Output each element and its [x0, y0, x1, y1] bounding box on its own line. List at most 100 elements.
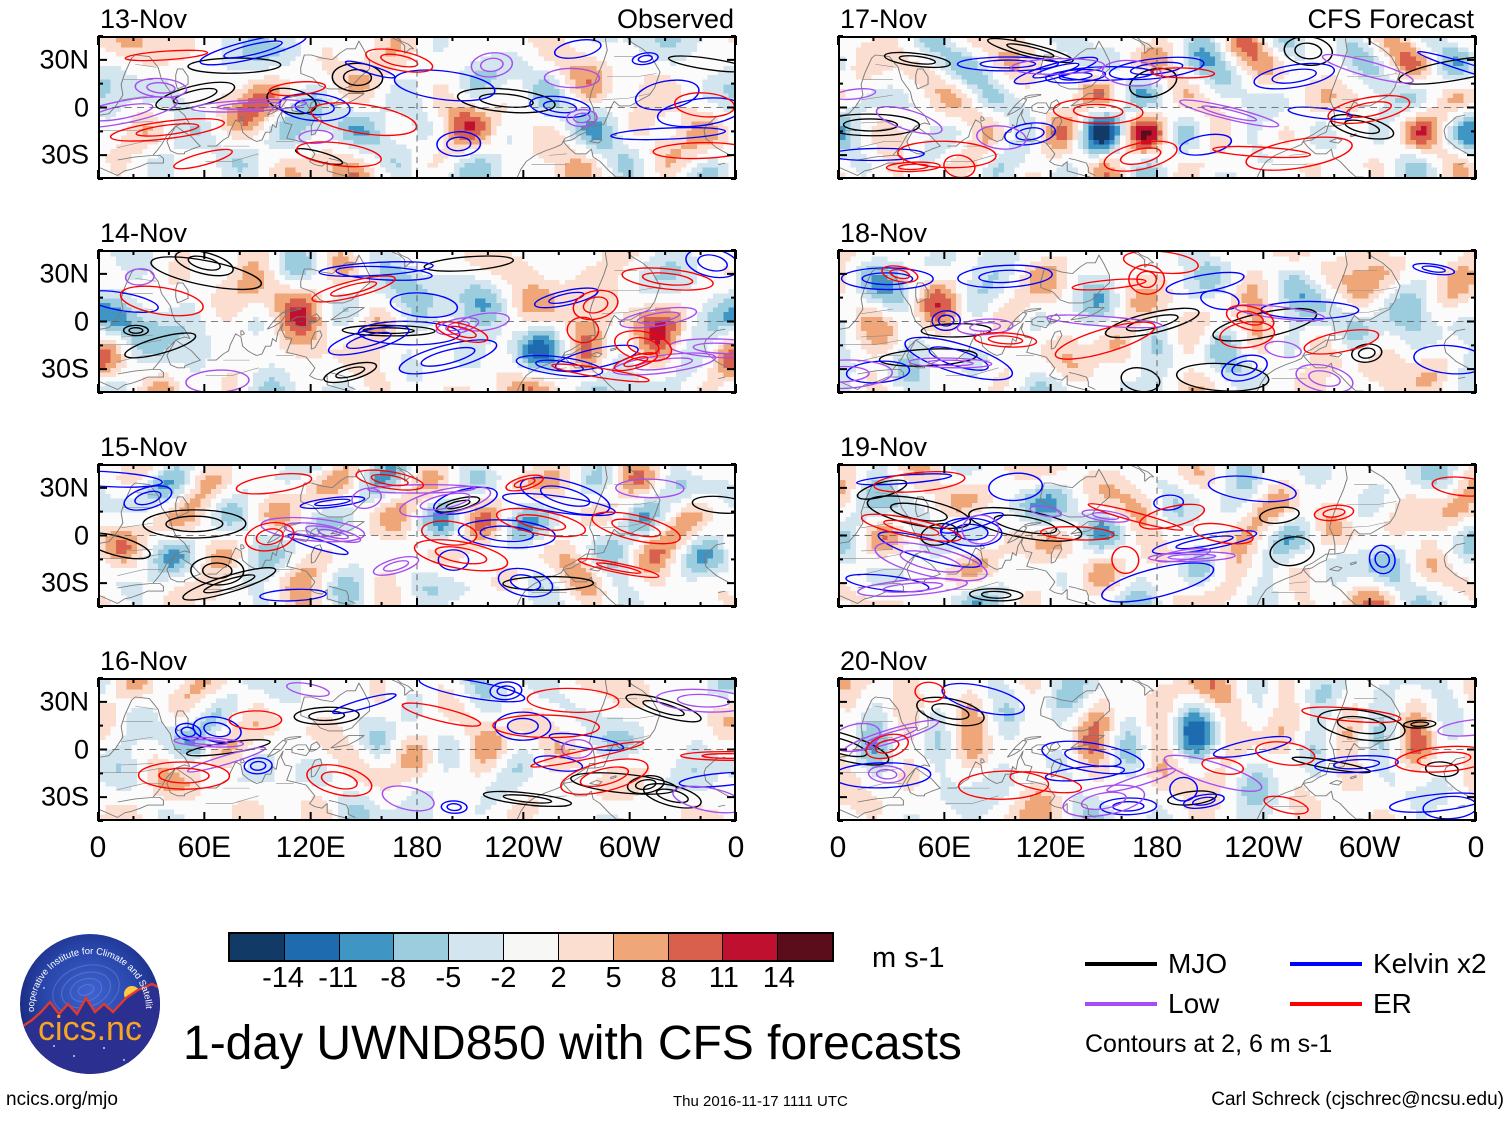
panel-date-label: 18-Nov [840, 218, 928, 248]
colorbar: -14 -11 -8 -5 -2 2 5 8 11 14 [228, 932, 834, 1002]
y-axis-tick-0: 0 [73, 306, 89, 336]
panel-date-label: 17-Nov [840, 4, 928, 34]
column-header-right: CFS Forecast [1307, 4, 1474, 34]
legend-line-low [1085, 1002, 1157, 1006]
colorbar-cell-6 [558, 934, 614, 960]
x-axis-tick-120E: 120E [1015, 831, 1086, 864]
legend-label-low: Low [1168, 988, 1220, 1019]
map-panel-13-nov: 13-Nov Observed 30N 0 30S [39, 6, 737, 180]
y-axis-tick-30N: 30N [39, 258, 89, 289]
y-axis-tick-0: 0 [73, 92, 89, 122]
column-header-left: Observed [616, 4, 734, 34]
figure-title: 1-day UWND850 with CFS forecasts [183, 1017, 962, 1070]
x-axis-tick-120W: 120W [1224, 831, 1303, 864]
map-panel-18-nov: 18-Nov [837, 220, 1477, 394]
footer-author: Carl Schreck (cjschrec@ncsu.edu) [1211, 1089, 1504, 1110]
colorbar-cell-8 [668, 934, 724, 960]
legend-label-er: ER [1373, 988, 1412, 1019]
colorbar-cell-0 [230, 934, 285, 960]
y-axis-tick-30S: 30S [40, 781, 89, 812]
map-canvas [838, 678, 1476, 821]
y-axis-tick-30S: 30S [40, 567, 89, 598]
y-axis-tick-30N: 30N [39, 686, 89, 717]
panel-date-label: 19-Nov [840, 432, 928, 462]
panel-date-label: 16-Nov [100, 646, 188, 676]
panel-date-label: 20-Nov [840, 646, 928, 676]
cics-nc-logo: Cooperative Institute for Climate and Sa… [11, 919, 166, 1080]
map-canvas [98, 36, 736, 179]
legend-label-kelvin: Kelvin x2 [1373, 948, 1487, 979]
colorbar-cell-2 [339, 934, 395, 960]
legend-item-er: ER [1290, 990, 1495, 1018]
x-axis-tick-60E: 60E [917, 831, 972, 864]
map-panel-14-nov: 14-Nov 30N 0 30S [39, 220, 737, 394]
map-panel-17-nov: 17-Nov CFS Forecast [837, 6, 1477, 180]
legend-row: Low ER [1085, 984, 1505, 1024]
colorbar-tick--5: -5 [435, 962, 462, 994]
legend-item-mjo: MJO [1085, 950, 1290, 978]
y-axis-tick-30S: 30S [40, 139, 89, 170]
map-canvas [838, 464, 1476, 607]
footer-timestamp: Thu 2016-11-17 1111 UTC [673, 1093, 848, 1110]
x-axis-tick-0: 0 [829, 831, 847, 864]
colorbar-cell-4 [449, 934, 505, 960]
colorbar-tick--2: -2 [490, 962, 517, 994]
x-axis-tick-60E: 60E [177, 831, 232, 864]
contour-legend: MJO Kelvin x2 Low ER [1085, 944, 1505, 1024]
colorbar-ticklabels: -14 -11 -8 -5 -2 2 5 8 11 14 [228, 964, 834, 1002]
colorbar-cell-5 [504, 934, 559, 960]
x-axis-tick-60W: 60W [1338, 831, 1401, 864]
x-axis: 0 60E 120E 180 120W 60W 0 [830, 831, 1485, 873]
y-axis-tick-0: 0 [73, 520, 89, 550]
legend-item-low: Low [1085, 990, 1290, 1018]
legend-item-kelvin: Kelvin x2 [1290, 950, 1495, 978]
colorbar-swatches [228, 932, 834, 962]
legend-row: MJO Kelvin x2 [1085, 944, 1505, 984]
footer-left-link[interactable]: ncics.org/mjo [6, 1089, 118, 1110]
map-panel-15-nov: 15-Nov 30N 0 30S [39, 434, 737, 608]
colorbar-tick--8: -8 [380, 962, 407, 994]
y-axis-tick-30N: 30N [39, 44, 89, 75]
x-axis-tick-0: 0 [1467, 831, 1485, 864]
x-axis-tick-120W: 120W [484, 831, 563, 864]
colorbar-cell-9 [723, 934, 779, 960]
colorbar-tick-14: 14 [762, 962, 796, 994]
map-canvas [838, 36, 1476, 179]
colorbar-cell-7 [613, 934, 669, 960]
colorbar-tick-8: 8 [660, 962, 677, 994]
panel-date-label: 15-Nov [100, 432, 188, 462]
x-axis-tick-120E: 120E [275, 831, 346, 864]
map-canvas [98, 678, 736, 821]
map-panel-19-nov: 19-Nov [837, 434, 1477, 608]
map-canvas [98, 250, 736, 393]
legend-line-kelvin [1290, 962, 1362, 966]
legend-line-mjo [1085, 962, 1157, 966]
colorbar-cell-1 [284, 934, 340, 960]
colorbar-tick-2: 2 [550, 962, 567, 994]
panel-date-label: 14-Nov [100, 218, 188, 248]
y-axis-tick-0: 0 [73, 734, 89, 764]
x-axis-tick-180: 180 [391, 831, 443, 864]
colorbar-tick-11: 11 [708, 962, 739, 994]
colorbar-tick--11: -11 [318, 962, 359, 994]
x-axis: 0 60E 120E 180 120W 60W 0 [90, 831, 745, 873]
colorbar-cell-10 [778, 934, 832, 960]
colorbar-tick-5: 5 [605, 962, 622, 994]
x-axis-tick-60W: 60W [598, 831, 661, 864]
x-axis-tick-0: 0 [89, 831, 107, 864]
map-canvas [838, 250, 1476, 393]
x-axis-tick-0: 0 [727, 831, 745, 864]
logo-wordmark: cics.nc [38, 1010, 142, 1048]
colorbar-units-label: m s-1 [872, 942, 945, 974]
panel-date-label: 13-Nov [100, 4, 188, 34]
colorbar-cell-3 [394, 934, 450, 960]
map-panel-16-nov: 16-Nov 30N 0 30S 0 60E 120E 180 120W 60W 0 [39, 648, 744, 863]
y-axis-tick-30S: 30S [40, 353, 89, 384]
colorbar-tick--14: -14 [262, 962, 305, 994]
legend-label-mjo: MJO [1168, 948, 1228, 979]
map-panel-20-nov: 20-Nov 0 60E 120E 180 120W 60W 0 [830, 648, 1485, 863]
contour-levels-note: Contours at 2, 6 m s-1 [1085, 1030, 1333, 1058]
map-canvas [98, 464, 736, 607]
x-axis-tick-180: 180 [1131, 831, 1183, 864]
